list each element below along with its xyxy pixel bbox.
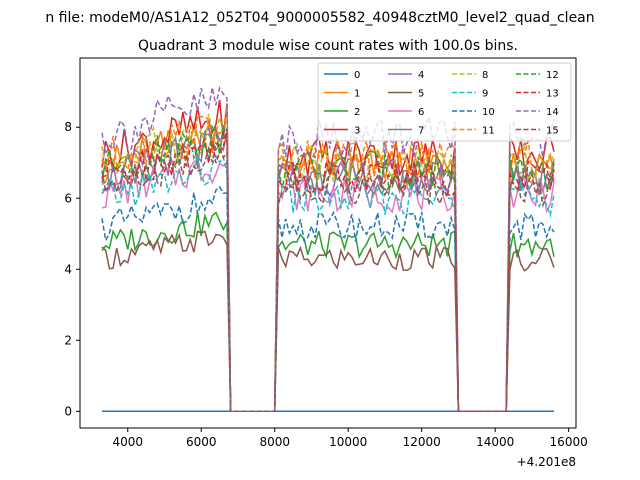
series-lines — [101, 86, 555, 413]
y-axis: 0 2 4 6 8 — [64, 120, 80, 418]
legend-box — [317, 62, 572, 142]
legend-label: 0 — [354, 70, 360, 81]
series-line-9 — [101, 154, 555, 413]
plot-frame — [79, 57, 577, 429]
figure-suptitle: n file: modeM0/AS1A12_052T04_9000005582_… — [45, 10, 594, 26]
series-line-2 — [101, 211, 555, 413]
legend-label: 2 — [354, 107, 360, 118]
y-tick-label: 2 — [64, 333, 72, 347]
x-offset-label: +4.201e8 — [517, 455, 576, 469]
x-tick-label: 14000 — [476, 435, 514, 449]
legend-label: 10 — [482, 107, 495, 118]
legend-label: 15 — [546, 126, 559, 137]
series-line-10 — [101, 185, 555, 413]
x-tick-label: 4000 — [112, 435, 143, 449]
series-line-7 — [101, 131, 555, 413]
legend-label: 11 — [482, 126, 495, 137]
legend-label: 9 — [482, 89, 488, 100]
legend-label: 7 — [418, 126, 424, 137]
legend-label: 13 — [546, 89, 559, 100]
series-line-15 — [101, 141, 555, 413]
legend-label: 6 — [418, 107, 424, 118]
y-tick-label: 0 — [64, 404, 72, 418]
x-tick-label: 10000 — [329, 435, 367, 449]
y-tick-label: 4 — [64, 262, 72, 276]
legend-label: 3 — [354, 126, 360, 137]
y-tick-label: 6 — [64, 191, 72, 205]
legend-label: 14 — [546, 107, 559, 118]
legend-label: 5 — [418, 89, 424, 100]
x-tick-label: 12000 — [403, 435, 441, 449]
series-line-5 — [101, 230, 555, 413]
legend-label: 12 — [546, 70, 559, 81]
legend-label: 4 — [418, 70, 424, 81]
x-tick-label: 16000 — [550, 435, 588, 449]
x-tick-label: 8000 — [259, 435, 290, 449]
series-line-13 — [101, 128, 555, 413]
chart-title: Quadrant 3 module wise count rates with … — [138, 38, 518, 54]
legend-label: 1 — [354, 89, 360, 100]
x-axis: 4000 6000 8000 10000 12000 14000 16000 — [112, 428, 588, 449]
legend-label: 8 — [482, 70, 488, 81]
x-tick-label: 6000 — [186, 435, 217, 449]
y-tick-label: 8 — [64, 120, 72, 134]
